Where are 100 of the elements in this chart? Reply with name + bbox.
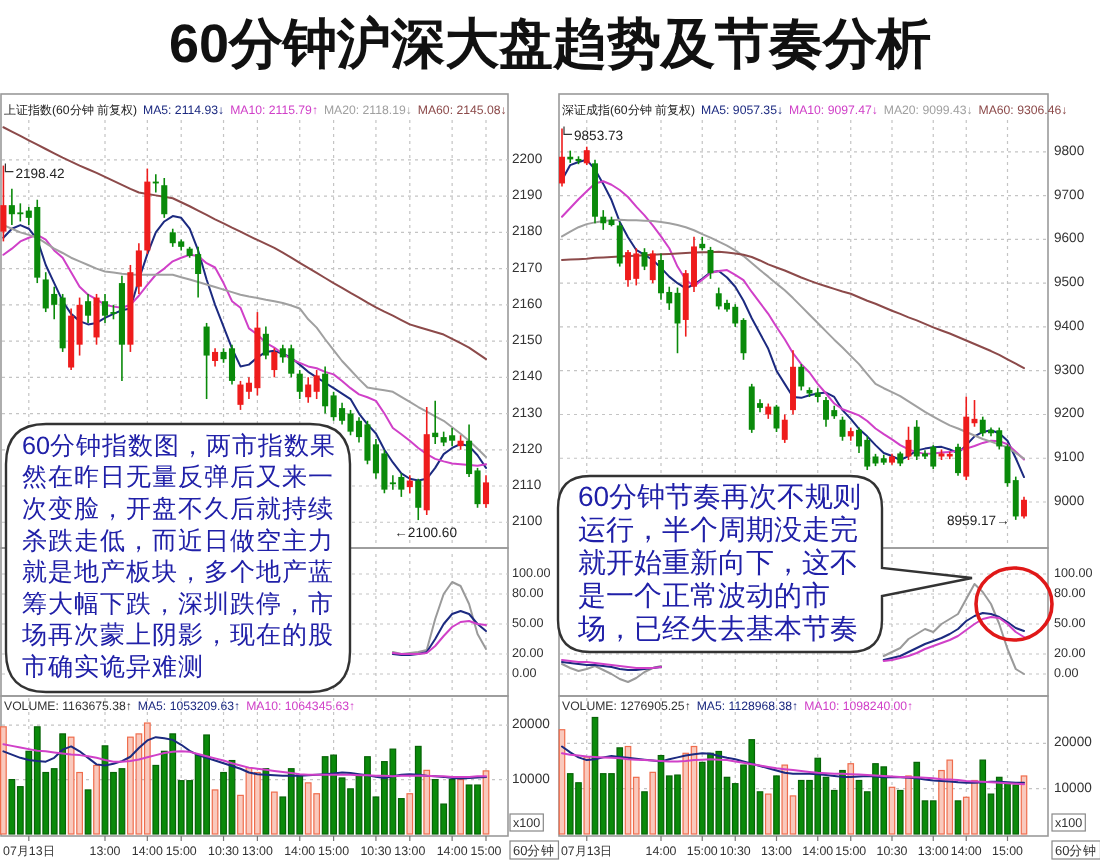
bar xyxy=(431,779,439,835)
candlestick xyxy=(364,419,371,466)
candlestick xyxy=(381,448,388,495)
candlestick xyxy=(814,387,821,404)
candlestick xyxy=(93,293,100,346)
bar xyxy=(781,764,789,835)
bar xyxy=(59,733,67,835)
candlestick xyxy=(449,427,456,447)
candlestick xyxy=(203,322,210,400)
bar xyxy=(954,800,962,835)
candlestick xyxy=(790,349,796,416)
bar xyxy=(764,793,772,835)
bar xyxy=(896,789,904,835)
bar xyxy=(649,771,657,835)
candlestick xyxy=(996,426,1003,451)
bar xyxy=(245,767,253,835)
bar xyxy=(839,769,846,835)
candlestick xyxy=(955,443,961,477)
bar xyxy=(773,775,780,835)
candlestick xyxy=(262,325,269,360)
bar xyxy=(304,782,312,835)
candlestick xyxy=(288,343,295,379)
bar xyxy=(448,779,456,835)
line-series xyxy=(2,126,487,361)
candlestick xyxy=(781,413,788,444)
line-series xyxy=(391,581,487,655)
bar xyxy=(406,793,414,835)
candlestick xyxy=(228,343,236,386)
bar xyxy=(979,759,987,835)
bar xyxy=(67,736,75,835)
candlestick xyxy=(305,376,312,404)
bar xyxy=(888,786,896,835)
bar xyxy=(143,722,151,835)
line-series xyxy=(561,752,1025,786)
candlestick xyxy=(633,247,640,287)
candlestick xyxy=(313,369,320,400)
candlestick xyxy=(823,396,829,428)
line-series xyxy=(561,745,1025,784)
candlestick xyxy=(347,409,354,437)
bar xyxy=(872,763,879,835)
bar xyxy=(423,769,431,835)
bar xyxy=(682,752,690,835)
bar xyxy=(414,745,422,835)
bar xyxy=(995,776,1003,835)
bar xyxy=(814,757,822,835)
bar xyxy=(855,779,863,835)
candlestick xyxy=(101,293,109,324)
bar xyxy=(296,774,304,835)
candlestick xyxy=(17,202,24,223)
bar xyxy=(287,768,295,835)
bar xyxy=(797,779,805,835)
candlestick xyxy=(169,227,176,248)
candlestick xyxy=(658,252,664,301)
bar xyxy=(1004,782,1011,835)
candlestick xyxy=(583,145,590,166)
bar xyxy=(698,761,706,835)
candlestick xyxy=(339,401,346,426)
bar xyxy=(847,763,855,835)
bar xyxy=(389,748,397,835)
bar xyxy=(262,768,270,835)
candlestick xyxy=(406,474,413,495)
candlestick xyxy=(616,221,623,268)
bar xyxy=(880,766,888,835)
candlestick xyxy=(271,347,278,379)
candlestick xyxy=(296,369,303,400)
bar xyxy=(270,791,278,835)
candlestick xyxy=(798,363,805,392)
bar xyxy=(674,774,681,835)
bar xyxy=(913,761,921,835)
candlestick xyxy=(649,249,656,285)
bar xyxy=(707,752,714,835)
bar xyxy=(748,739,756,835)
candlestick xyxy=(715,286,722,311)
candlestick xyxy=(913,419,920,461)
candlestick xyxy=(625,249,631,288)
bar xyxy=(8,779,16,835)
bar xyxy=(93,764,100,835)
bar xyxy=(127,736,134,835)
candlestick xyxy=(559,127,565,188)
candlestick xyxy=(85,293,92,324)
line-series xyxy=(2,736,487,780)
candlestick xyxy=(864,435,871,471)
bar xyxy=(1012,784,1020,835)
candlestick xyxy=(398,472,405,498)
candlestick xyxy=(930,444,937,470)
bar xyxy=(616,747,624,835)
candlestick xyxy=(600,209,607,231)
candlestick xyxy=(212,347,219,368)
bar xyxy=(946,759,954,835)
candlestick xyxy=(979,415,986,438)
candlestick xyxy=(748,383,755,434)
bar xyxy=(583,756,591,835)
bar xyxy=(169,733,177,835)
bar xyxy=(929,800,937,835)
candlestick xyxy=(8,188,15,226)
candlestick xyxy=(195,246,202,299)
bar xyxy=(457,779,464,835)
candlestick xyxy=(42,271,49,313)
bar xyxy=(971,779,978,835)
bar xyxy=(0,726,7,835)
